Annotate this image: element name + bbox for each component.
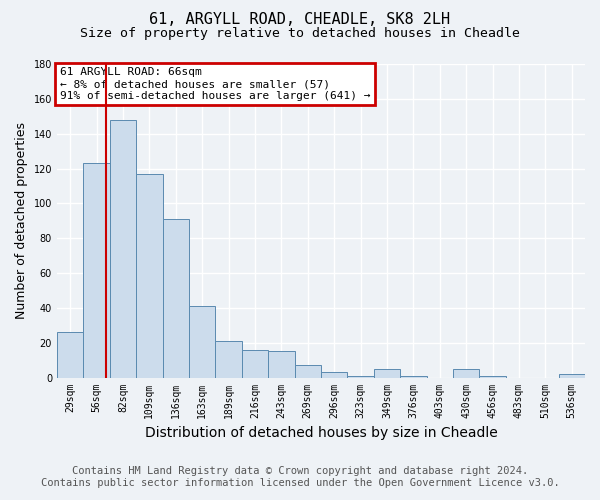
Bar <box>163 219 189 378</box>
Bar <box>400 376 427 378</box>
Bar <box>189 306 215 378</box>
X-axis label: Distribution of detached houses by size in Cheadle: Distribution of detached houses by size … <box>145 426 497 440</box>
Bar <box>268 352 295 378</box>
Bar <box>295 366 321 378</box>
Bar <box>347 376 374 378</box>
Text: 61 ARGYLL ROAD: 66sqm
← 8% of detached houses are smaller (57)
91% of semi-detac: 61 ARGYLL ROAD: 66sqm ← 8% of detached h… <box>59 68 370 100</box>
Text: Contains HM Land Registry data © Crown copyright and database right 2024.: Contains HM Land Registry data © Crown c… <box>72 466 528 476</box>
Bar <box>374 369 400 378</box>
Bar <box>215 341 242 378</box>
Bar <box>57 332 83 378</box>
Bar <box>559 374 585 378</box>
Bar <box>453 369 479 378</box>
Bar <box>321 372 347 378</box>
Bar <box>479 376 506 378</box>
Bar <box>136 174 163 378</box>
Bar <box>110 120 136 378</box>
Text: 61, ARGYLL ROAD, CHEADLE, SK8 2LH: 61, ARGYLL ROAD, CHEADLE, SK8 2LH <box>149 12 451 28</box>
Y-axis label: Number of detached properties: Number of detached properties <box>15 122 28 320</box>
Text: Size of property relative to detached houses in Cheadle: Size of property relative to detached ho… <box>80 28 520 40</box>
Bar <box>242 350 268 378</box>
Bar <box>83 164 110 378</box>
Text: Contains public sector information licensed under the Open Government Licence v3: Contains public sector information licen… <box>41 478 559 488</box>
